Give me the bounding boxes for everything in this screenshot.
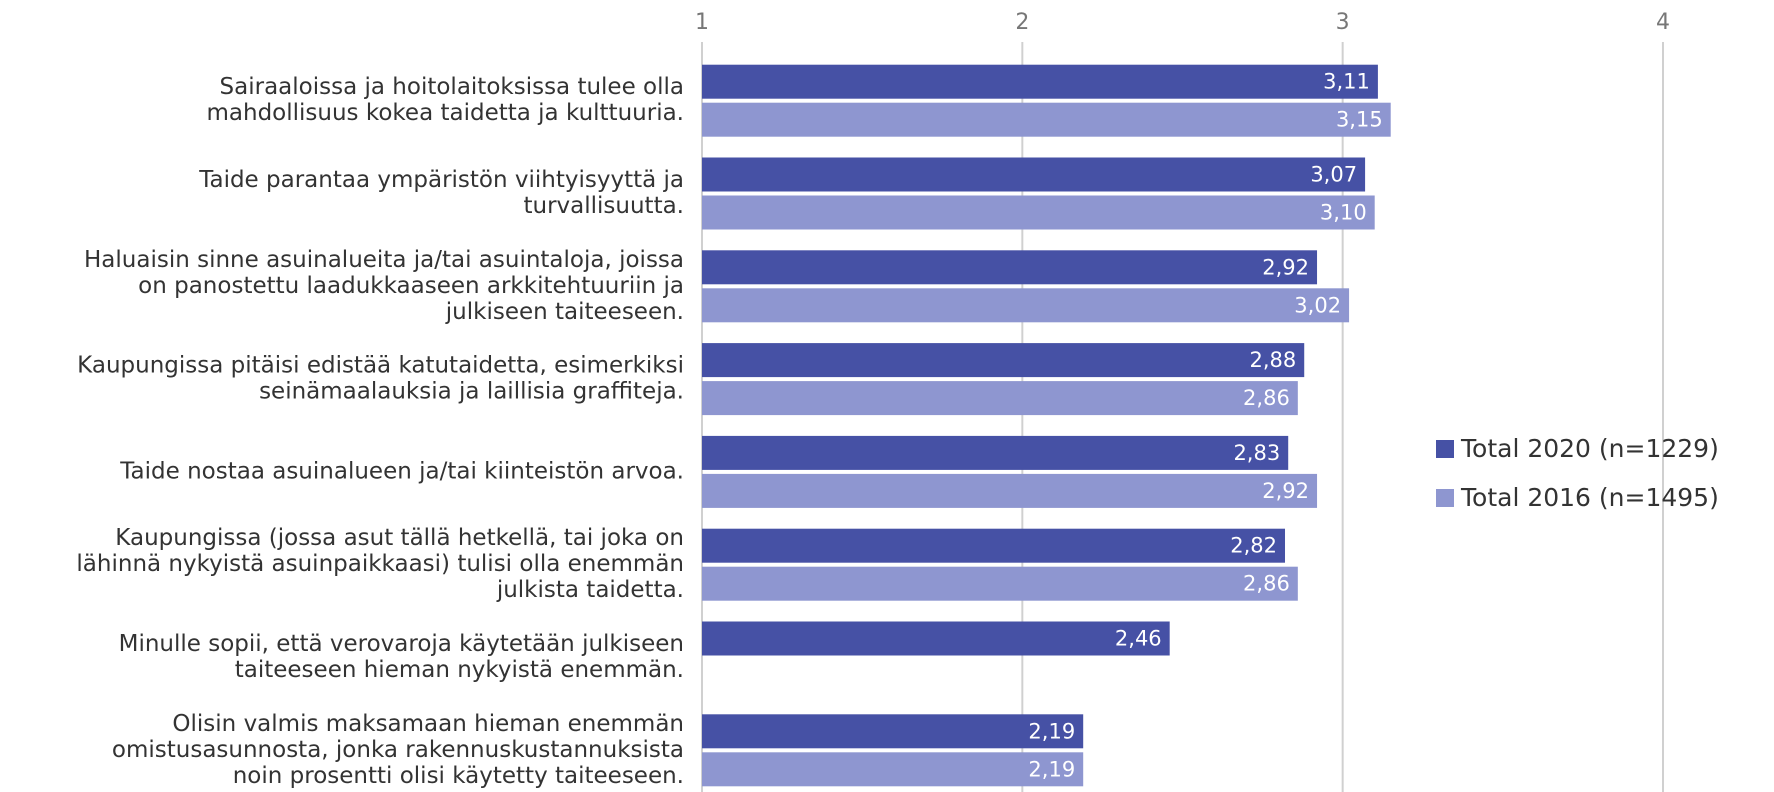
category-label: omistusasunnosta, jonka rakennuskustannu… xyxy=(112,737,684,763)
bar xyxy=(702,435,1289,470)
bar xyxy=(702,714,1084,749)
category-label: noin prosentti olisi käytetty taiteeseen… xyxy=(233,763,684,789)
category-label: Olisin valmis maksamaan hieman enemmän xyxy=(172,711,684,737)
x-tick-label: 3 xyxy=(1336,10,1350,35)
data-label: 2,83 xyxy=(1233,441,1280,465)
category-label: Minulle sopii, että verovaroja käytetään… xyxy=(119,631,684,657)
category-label: taiteeseen hieman nykyistä enemmän. xyxy=(235,657,684,683)
data-label: 3,15 xyxy=(1336,108,1383,132)
data-label: 3,07 xyxy=(1310,163,1357,187)
category-label: mahdollisuus kokea taidetta ja kulttuuri… xyxy=(207,100,685,126)
category-label: on panostettu laadukkaaseen arkkitehtuur… xyxy=(138,273,684,299)
data-label: 2,82 xyxy=(1230,534,1277,558)
bar xyxy=(702,288,1350,323)
category-label: Sairaaloissa ja hoitolaitoksissa tulee o… xyxy=(220,74,684,100)
category-label: Kaupungissa (jossa asut tällä hetkellä, … xyxy=(115,525,684,551)
bar xyxy=(702,473,1318,508)
data-label: 2,92 xyxy=(1262,255,1309,279)
legend-label: Total 2016 (n=1495) xyxy=(1460,483,1719,512)
x-tick-label: 1 xyxy=(695,10,709,35)
bar xyxy=(702,566,1298,601)
data-label: 2,88 xyxy=(1249,348,1296,372)
data-label: 2,92 xyxy=(1262,479,1309,503)
data-label: 2,19 xyxy=(1028,719,1075,743)
bar xyxy=(702,64,1378,99)
category-label: turvallisuutta. xyxy=(523,193,684,219)
category-label: julkiseen taiteeseen. xyxy=(445,299,684,325)
bar xyxy=(702,752,1084,787)
data-label: 3,10 xyxy=(1320,201,1367,225)
data-label: 2,86 xyxy=(1243,572,1290,596)
x-tick-label: 2 xyxy=(1015,10,1029,35)
legend-label: Total 2020 (n=1229) xyxy=(1460,434,1719,463)
x-tick-label: 4 xyxy=(1656,10,1670,35)
data-label: 2,86 xyxy=(1243,386,1290,410)
category-label: julkista taidetta. xyxy=(496,577,684,603)
category-label: Taide nostaa asuinalueen ja/tai kiinteis… xyxy=(119,458,684,484)
data-label: 2,19 xyxy=(1028,757,1075,781)
bar xyxy=(702,102,1391,137)
category-label: seinämaalauksia ja laillisia graffiteja. xyxy=(259,379,684,405)
category-label: lähinnä nykyistä asuinpaikkaasi) tulisi … xyxy=(76,551,684,577)
bar xyxy=(702,528,1286,563)
category-label: Kaupungissa pitäisi edistää katutaidetta… xyxy=(77,353,684,379)
bar xyxy=(702,621,1170,656)
data-label: 3,02 xyxy=(1294,293,1341,317)
bar xyxy=(702,381,1298,416)
data-label: 2,46 xyxy=(1115,627,1162,651)
bar xyxy=(702,195,1375,230)
category-label: Taide parantaa ympäristön viihtyisyyttä … xyxy=(198,167,684,193)
bar xyxy=(702,250,1318,285)
legend-swatch xyxy=(1436,440,1454,458)
category-label: Haluaisin sinne asuinalueita ja/tai asui… xyxy=(84,247,684,273)
legend-swatch xyxy=(1436,489,1454,507)
bar xyxy=(702,157,1366,192)
data-label: 3,11 xyxy=(1323,70,1370,94)
bar xyxy=(702,343,1305,378)
